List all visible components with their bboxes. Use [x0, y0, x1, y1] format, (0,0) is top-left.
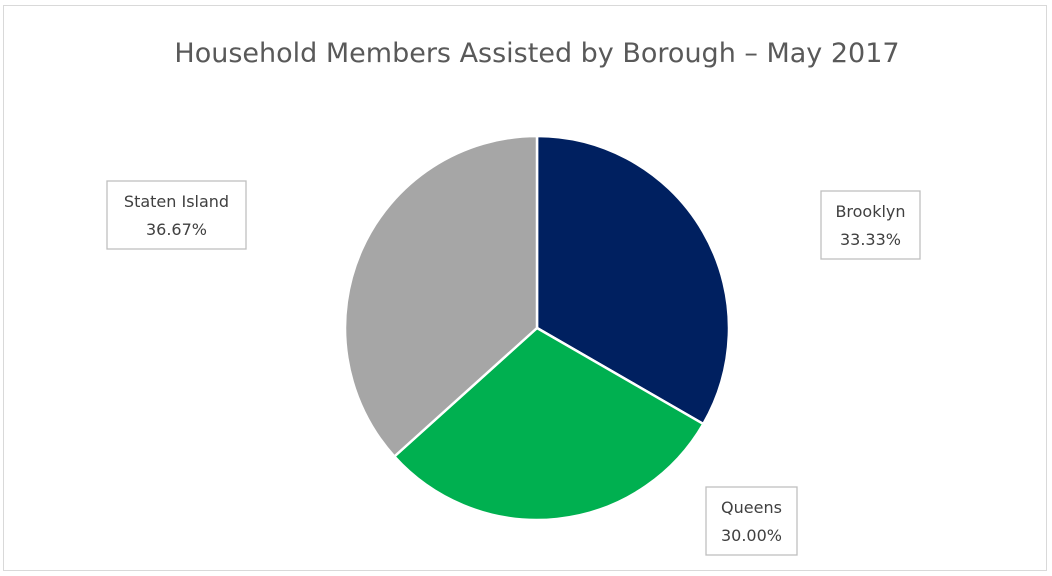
data-label-value: 33.33%: [840, 230, 901, 249]
pie-slice-brooklyn: [535, 134, 731, 426]
data-label-box: [106, 180, 247, 250]
chart-title: Household Members Assisted by Borough – …: [174, 38, 899, 69]
data-labels: Brooklyn 33.33% Queens 30.00% Staten Island 3…: [106, 180, 921, 556]
pie-slice-queens: [393, 326, 705, 522]
data-label-category: Brooklyn: [835, 202, 905, 221]
data-label-category: Staten Island: [124, 192, 229, 211]
data-label-box: [820, 190, 921, 260]
data-label-brooklyn: Brooklyn 33.33%: [820, 190, 921, 260]
data-label-queens: Queens 30.00%: [705, 486, 798, 556]
data-label-staten-island: Staten Island 36.67%: [106, 180, 247, 250]
data-label-box: [705, 486, 798, 556]
data-label-value: 36.67%: [146, 220, 207, 239]
pie-slice-staten-island: [343, 134, 539, 458]
pie-slices: [343, 134, 731, 522]
data-label-category: Queens: [721, 498, 782, 517]
data-label-value: 30.00%: [721, 526, 782, 545]
